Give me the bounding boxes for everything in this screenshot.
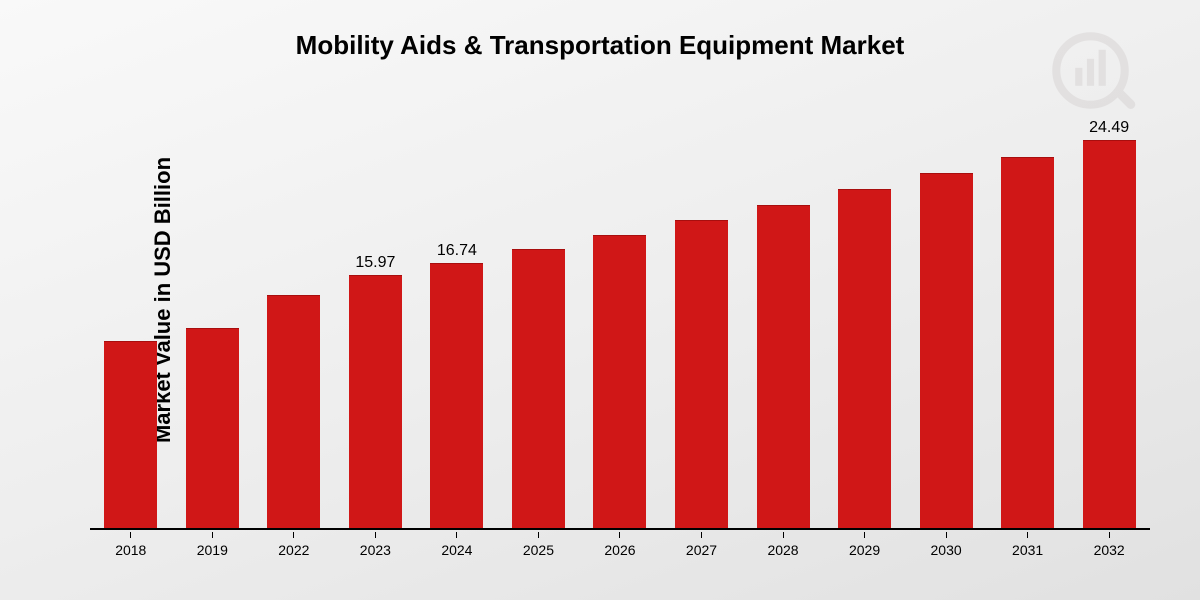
bar-slot: 15.97 xyxy=(335,100,417,528)
x-tick-label: 2030 xyxy=(931,542,962,558)
x-tick-label: 2027 xyxy=(686,542,717,558)
chart-title: Mobility Aids & Transportation Equipment… xyxy=(0,30,1200,61)
bars-container: 15.97 16.74 24.49 xyxy=(90,100,1150,528)
bar xyxy=(838,189,891,528)
tick-mark xyxy=(1027,532,1028,538)
bar-slot xyxy=(987,100,1069,528)
bar-slot xyxy=(742,100,824,528)
bar-slot xyxy=(90,100,172,528)
bar-slot xyxy=(172,100,254,528)
tick-mark xyxy=(538,532,539,538)
tick-mark xyxy=(946,532,947,538)
tick-mark xyxy=(456,532,457,538)
bar xyxy=(267,295,320,528)
bar: 24.49 xyxy=(1083,140,1136,528)
x-tick-label: 2019 xyxy=(197,542,228,558)
x-tick-label: 2028 xyxy=(767,542,798,558)
bar-slot xyxy=(824,100,906,528)
bar-value-label: 16.74 xyxy=(437,242,477,260)
bar: 15.97 xyxy=(349,275,402,528)
x-tick-label: 2032 xyxy=(1094,542,1125,558)
x-tick: 2024 xyxy=(416,532,498,558)
tick-mark xyxy=(375,532,376,538)
bar xyxy=(186,328,239,528)
tick-mark xyxy=(212,532,213,538)
x-tick-label: 2029 xyxy=(849,542,880,558)
x-tick: 2019 xyxy=(172,532,254,558)
x-tick: 2032 xyxy=(1068,532,1150,558)
x-tick: 2030 xyxy=(905,532,987,558)
x-tick: 2028 xyxy=(742,532,824,558)
x-tick: 2023 xyxy=(335,532,417,558)
tick-mark xyxy=(1109,532,1110,538)
bar-slot xyxy=(661,100,743,528)
x-axis-line xyxy=(90,528,1150,530)
x-tick: 2022 xyxy=(253,532,335,558)
plot-area: 15.97 16.74 24.49 xyxy=(90,100,1150,530)
bar: 16.74 xyxy=(430,263,483,528)
bar-slot xyxy=(253,100,335,528)
bar xyxy=(104,341,157,528)
bar xyxy=(920,173,973,528)
x-tick: 2018 xyxy=(90,532,172,558)
x-tick: 2025 xyxy=(498,532,580,558)
tick-mark xyxy=(864,532,865,538)
x-tick-label: 2025 xyxy=(523,542,554,558)
x-tick: 2027 xyxy=(661,532,743,558)
bar-value-label: 24.49 xyxy=(1089,119,1129,137)
bar xyxy=(512,249,565,528)
bar-value-label: 15.97 xyxy=(355,254,395,272)
x-tick-label: 2023 xyxy=(360,542,391,558)
bar xyxy=(1001,157,1054,528)
x-tick-label: 2018 xyxy=(115,542,146,558)
bar xyxy=(675,220,728,528)
tick-mark xyxy=(783,532,784,538)
tick-mark xyxy=(619,532,620,538)
bar-slot: 16.74 xyxy=(416,100,498,528)
bar-slot: 24.49 xyxy=(1068,100,1150,528)
x-tick: 2029 xyxy=(824,532,906,558)
bar xyxy=(757,205,810,528)
x-tick-label: 2022 xyxy=(278,542,309,558)
x-tick-label: 2024 xyxy=(441,542,472,558)
tick-mark xyxy=(293,532,294,538)
bar-slot xyxy=(498,100,580,528)
x-tick-label: 2031 xyxy=(1012,542,1043,558)
x-tick-label: 2026 xyxy=(604,542,635,558)
x-tick: 2031 xyxy=(987,532,1069,558)
tick-mark xyxy=(701,532,702,538)
tick-mark xyxy=(130,532,131,538)
bar-slot xyxy=(905,100,987,528)
bar xyxy=(593,235,646,528)
x-tick: 2026 xyxy=(579,532,661,558)
bar-slot xyxy=(579,100,661,528)
x-ticks-container: 2018 2019 2022 2023 2024 2025 2026 2027 2028 2029… xyxy=(90,532,1150,558)
